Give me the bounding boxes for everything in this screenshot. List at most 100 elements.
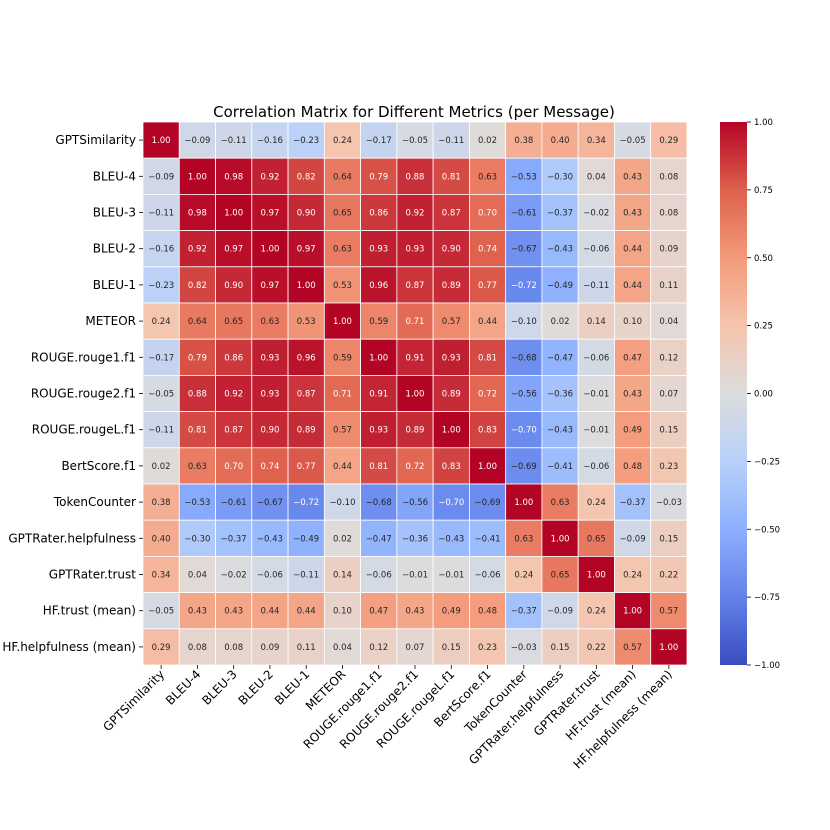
cell-value-label: −0.09: [547, 607, 573, 617]
heatmap-cell: [178, 411, 216, 449]
heatmap-cell: [142, 302, 180, 340]
heatmap-cell: [614, 411, 652, 449]
cell-value-label: 0.04: [587, 172, 606, 182]
cell-value-label: 0.92: [224, 390, 243, 400]
cell-value-label: 0.63: [260, 317, 279, 327]
heatmap-cell: [396, 302, 434, 340]
heatmap-cell: [468, 193, 507, 231]
cell-value-label: 1.00: [333, 317, 352, 327]
cell-value-label: −0.16: [148, 245, 174, 255]
cell-value-label: −0.05: [148, 390, 174, 400]
cell-value-label: −0.70: [511, 426, 537, 436]
cell-value-label: 0.04: [188, 571, 207, 581]
cell-value-label: −0.47: [547, 353, 573, 363]
heatmap-cell: [505, 411, 543, 449]
cell-value-label: 0.96: [297, 353, 316, 363]
cell-value-label: −0.02: [221, 571, 247, 581]
heatmap-cell: [541, 121, 579, 159]
heatmap-cell: [396, 411, 434, 449]
heatmap-cell: [215, 374, 253, 412]
cell-value-label: 0.43: [224, 607, 243, 617]
colorbar-tick-label: 1.00: [754, 118, 773, 128]
cell-value-label: 0.23: [478, 643, 497, 653]
cell-value-label: 0.15: [551, 643, 570, 653]
heatmap-cell: [323, 483, 361, 521]
heatmap-cell: [287, 157, 325, 195]
cell-value-label: −0.36: [402, 534, 428, 544]
heatmap-cell: [323, 121, 361, 159]
cell-value-label: 0.90: [442, 245, 461, 255]
cell-value-label: −0.11: [148, 209, 174, 219]
cell-value-label: 0.40: [551, 136, 570, 146]
cell-value-label: 0.14: [587, 317, 606, 327]
heatmap-cell: [505, 592, 543, 630]
cell-value-label: 0.44: [623, 245, 642, 255]
y-tick-label: BLEU-4: [93, 169, 136, 183]
cell-value-label: −0.06: [474, 571, 500, 581]
heatmap-cell: [396, 556, 434, 594]
heatmap-cell: [396, 121, 434, 159]
y-tick-label: TokenCounter: [53, 495, 136, 509]
heatmap-cell: [142, 338, 180, 376]
heatmap-cell: [650, 447, 688, 485]
heatmap-cell: [432, 556, 470, 594]
heatmap-cell: [360, 556, 398, 594]
cell-value-label: 0.63: [478, 172, 497, 182]
colorbar: 1.00 0.75 0.50 0.25 0.00 −0.25 −0.50 −0.75 −1.00: [720, 118, 780, 671]
heatmap-cell: [577, 157, 615, 195]
cell-value-label: 0.48: [478, 607, 497, 617]
colorbar-tick-label: −0.25: [754, 457, 780, 467]
cell-value-label: 0.53: [297, 317, 316, 327]
heatmap-cell: [541, 302, 579, 340]
cell-value-label: 0.09: [659, 245, 678, 255]
cell-value-label: 0.15: [659, 534, 678, 544]
cell-value-label: 1.00: [406, 390, 425, 400]
cell-value-label: 1.00: [260, 245, 279, 255]
cell-value-label: −0.36: [547, 390, 573, 400]
cell-value-label: −0.10: [511, 317, 537, 327]
heatmap-cell: [614, 266, 652, 304]
cell-value-label: 0.43: [406, 607, 425, 617]
cell-value-label: −0.30: [184, 534, 210, 544]
heatmap-cell: [432, 338, 470, 376]
cell-value-label: 0.02: [333, 534, 352, 544]
heatmap-cell: [178, 483, 216, 521]
y-tick-label: BLEU-2: [93, 242, 136, 256]
cell-value-label: 0.24: [623, 571, 642, 581]
heatmap-cell: [215, 230, 253, 268]
cell-value-label: 0.49: [623, 426, 642, 436]
cell-value-label: 0.43: [188, 607, 207, 617]
cell-value-label: 0.43: [623, 390, 642, 400]
cell-value-label: −0.05: [148, 607, 174, 617]
heatmap-cell: [251, 230, 289, 268]
heatmap-cell: [178, 592, 216, 630]
heatmap-cell: [396, 628, 434, 666]
cell-value-label: 0.11: [659, 281, 678, 291]
cell-value-label: 0.87: [442, 209, 461, 219]
heatmap-cell: [396, 374, 434, 412]
cell-value-label: 0.08: [188, 643, 207, 653]
cell-value-label: 0.90: [224, 281, 243, 291]
heatmap-cell: [650, 157, 688, 195]
cell-value-label: −0.09: [184, 136, 210, 146]
heatmap-cell: [396, 266, 434, 304]
cell-value-label: 0.93: [260, 353, 279, 363]
heatmap-cell: [360, 374, 398, 412]
cell-value-label: 0.24: [587, 498, 606, 508]
cell-value-label: 0.10: [623, 317, 642, 327]
heatmap-cell: [178, 556, 216, 594]
cell-value-label: −0.68: [511, 353, 537, 363]
cell-value-label: −0.37: [547, 209, 573, 219]
heatmap-cell: [360, 193, 398, 231]
cell-value-label: 0.65: [333, 209, 352, 219]
heatmap-cell: [396, 338, 434, 376]
cell-value-label: 0.87: [406, 281, 425, 291]
cell-value-label: −0.61: [221, 498, 247, 508]
heatmap-cell: [468, 483, 507, 521]
x-tick-label: BLEU-2: [236, 667, 276, 707]
cell-value-label: 0.57: [659, 607, 678, 617]
cell-value-label: −0.47: [366, 534, 392, 544]
heatmap-cell: [251, 628, 289, 666]
heatmap-cell: [541, 411, 579, 449]
cell-value-label: 0.38: [514, 136, 533, 146]
